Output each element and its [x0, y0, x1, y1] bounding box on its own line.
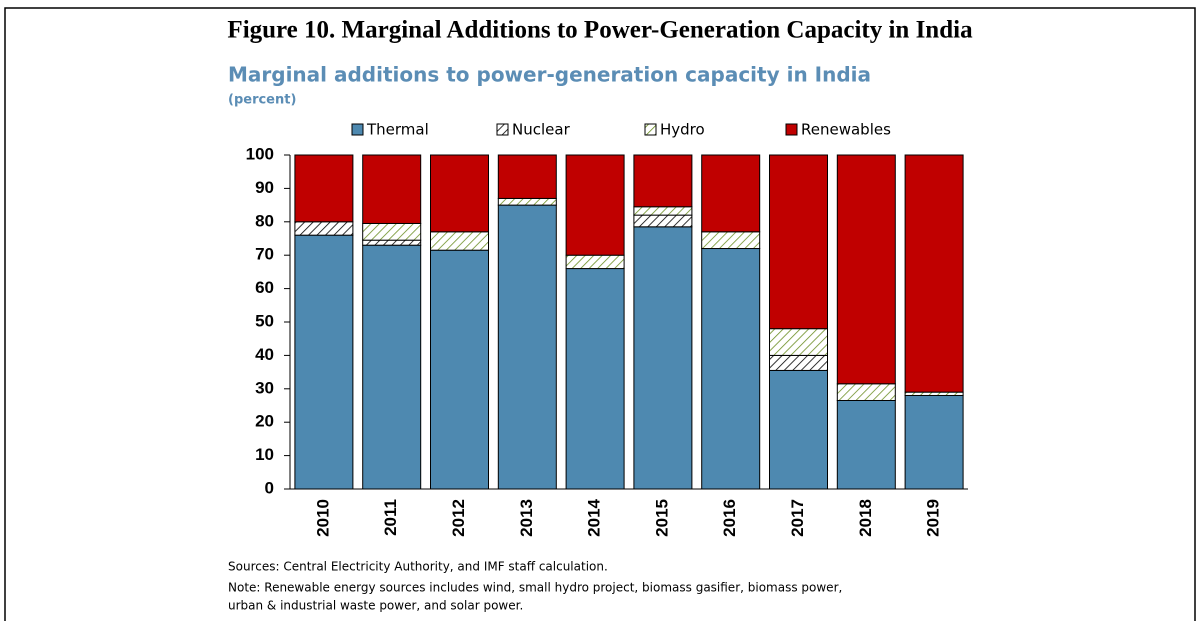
chart-subtitle: (percent)	[228, 93, 296, 108]
bar-segment	[701, 248, 761, 490]
bar-segment	[362, 239, 422, 246]
y-tick-label: 70	[255, 245, 274, 264]
bar-segment	[769, 369, 828, 490]
bar-segment	[836, 399, 896, 490]
legend-label: Nuclear	[512, 121, 571, 139]
bar-segment	[836, 154, 896, 385]
y-tick-label: 20	[255, 412, 274, 431]
bar-segment	[565, 268, 625, 490]
bar-segment	[497, 154, 557, 199]
bar-segment	[565, 254, 625, 270]
y-tick-label: 0	[265, 478, 274, 497]
y-tick-label: 30	[255, 378, 274, 397]
frame	[4, 7, 1196, 621]
bar-segment	[701, 231, 761, 250]
y-tick-label: 40	[255, 345, 274, 364]
x-tick-label: 2010	[313, 499, 332, 537]
bar-segment	[497, 197, 557, 206]
chart-title: Marginal additions to power-generation c…	[228, 63, 871, 87]
bar-segment	[769, 154, 828, 330]
x-tick-label: 2014	[585, 498, 604, 536]
bar-segment	[362, 222, 422, 241]
bar-segment	[497, 204, 557, 490]
bar-segment	[565, 154, 625, 256]
x-tick-label: 2013	[517, 499, 536, 537]
bar-segment	[769, 328, 828, 356]
legend-label: Thermal	[366, 121, 429, 139]
bar-segment	[294, 154, 354, 223]
bar-segment	[633, 214, 693, 228]
bar-segment	[633, 226, 693, 490]
bar-segment	[904, 391, 964, 396]
note: Note: Renewable energy sources includes …	[228, 581, 842, 595]
bar-segment	[430, 231, 489, 251]
legend-swatch	[785, 123, 798, 136]
x-tick-label: 2015	[652, 499, 671, 537]
legend-swatch	[644, 123, 657, 136]
bar-segment	[430, 154, 489, 233]
y-tick-label: 10	[255, 445, 274, 464]
bar-segment	[362, 244, 422, 490]
bar-segment	[836, 383, 896, 401]
note: urban & industrial waste power, and sola…	[228, 599, 523, 613]
x-tick-label: 2019	[924, 499, 943, 537]
bar-segment	[294, 221, 354, 236]
bar-segment	[769, 354, 828, 371]
bar-segment	[701, 154, 761, 233]
y-tick-label: 60	[255, 278, 274, 297]
x-tick-label: 2017	[788, 499, 807, 537]
y-tick-label: 90	[255, 178, 274, 197]
y-tick-label: 80	[255, 211, 274, 230]
bar-segment	[294, 234, 354, 490]
bar-segment	[362, 154, 422, 224]
legend-label: Renewables	[801, 121, 891, 139]
legend-label: Hydro	[660, 121, 705, 139]
x-tick-label: 2011	[381, 499, 400, 536]
bar-segment	[904, 394, 964, 490]
figure-title: Figure 10. Marginal Additions to Power-G…	[227, 17, 973, 44]
bar-segment	[633, 154, 693, 208]
bar-segment	[904, 154, 964, 393]
y-tick-label: 50	[255, 311, 274, 330]
legend-swatch	[351, 123, 364, 136]
y-tick-label: 100	[246, 144, 274, 163]
x-tick-label: 2012	[449, 499, 468, 537]
bar-segment	[430, 249, 489, 490]
x-tick-label: 2016	[720, 499, 739, 537]
bar-segment	[633, 206, 693, 216]
legend-swatch	[496, 123, 509, 136]
sources: Sources: Central Electricity Authority, …	[228, 560, 608, 574]
x-tick-label: 2018	[856, 499, 875, 537]
